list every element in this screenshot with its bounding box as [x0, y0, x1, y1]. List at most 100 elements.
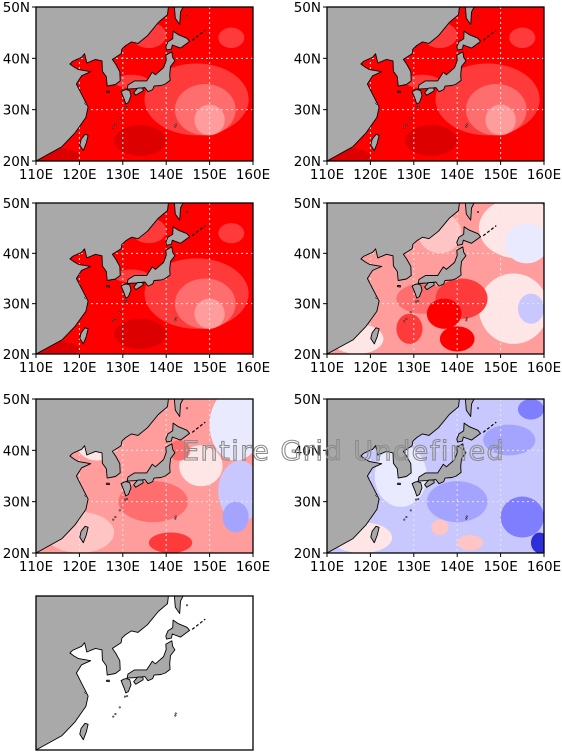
small-island	[414, 300, 418, 303]
shikoku	[133, 479, 144, 488]
small-island	[84, 494, 87, 497]
map-panel-1: 110E 120E 130E 140E 150E 160E 20N 30N 40N 50N	[3, 0, 270, 183]
contour-patch	[431, 519, 449, 536]
y-tick-label: 20N	[294, 347, 321, 363]
x-tick-label: 130E	[397, 360, 431, 376]
small-island	[118, 117, 121, 120]
kuril-islands	[482, 421, 497, 433]
taiwan	[79, 525, 89, 544]
contour-patch	[517, 293, 544, 324]
y-tick-label: 50N	[294, 392, 321, 408]
contour-patch	[148, 532, 193, 553]
contour-patch	[179, 445, 223, 487]
x-tick-label: 110E	[310, 559, 344, 575]
small-island	[123, 106, 127, 109]
panel-frame	[35, 6, 254, 162]
sakhalin	[464, 203, 475, 221]
x-tick-label: 120E	[62, 167, 96, 183]
small-island	[465, 123, 468, 126]
y-tick-label: 50N	[294, 196, 321, 212]
taiwan	[79, 327, 89, 345]
jeju	[105, 679, 110, 683]
honshu	[126, 443, 176, 485]
kyushu	[411, 481, 423, 497]
x-tick-label: 130E	[106, 360, 140, 376]
contour-patch	[426, 298, 462, 329]
small-island	[405, 317, 408, 320]
sakhalin	[173, 399, 184, 417]
contour-patch	[509, 27, 536, 49]
panel-frame	[326, 202, 545, 355]
map-panel-7	[35, 595, 254, 751]
contour-patch	[222, 501, 249, 533]
small-island	[174, 714, 177, 717]
small-island	[417, 498, 420, 501]
contour-patch	[194, 104, 225, 136]
y-tick-label: 30N	[3, 103, 30, 119]
small-island	[118, 509, 121, 512]
y-tick-label: 30N	[3, 297, 30, 313]
honshu	[417, 443, 467, 485]
small-island	[84, 691, 87, 694]
small-island	[417, 106, 420, 109]
mainland-asia	[327, 203, 460, 354]
panel-frame	[326, 398, 545, 554]
y-tick-label: 40N	[3, 246, 30, 262]
hokkaido	[456, 422, 482, 443]
small-island	[118, 706, 121, 709]
honshu	[417, 51, 467, 93]
contour-patch	[500, 496, 544, 538]
small-island	[465, 515, 468, 518]
y-tick-label: 50N	[3, 392, 30, 408]
small-island	[375, 494, 378, 497]
contour-patch	[114, 318, 167, 349]
x-tick-label: 150E	[192, 360, 226, 376]
x-tick-label: 110E	[310, 360, 344, 376]
y-tick-label: 40N	[294, 246, 321, 262]
x-tick-label: 110E	[310, 167, 344, 183]
x-tick-label: 120E	[62, 360, 96, 376]
kuril-islands	[191, 29, 206, 41]
x-tick-label: 140E	[149, 167, 183, 183]
small-island	[403, 126, 406, 129]
x-tick-label: 160E	[236, 360, 270, 376]
x-tick-label: 110E	[19, 167, 53, 183]
y-tick-label: 50N	[294, 0, 321, 16]
y-tick-label: 40N	[294, 443, 321, 459]
y-tick-label: 50N	[3, 196, 30, 212]
x-tick-label: 150E	[192, 559, 226, 575]
jeju	[396, 285, 401, 288]
y-tick-label: 20N	[294, 154, 321, 170]
small-island	[476, 15, 480, 18]
jeju	[396, 90, 401, 94]
x-tick-label: 130E	[397, 167, 431, 183]
x-tick-label: 130E	[397, 559, 431, 575]
x-tick-label: 110E	[19, 559, 53, 575]
contour-patch	[517, 399, 544, 420]
x-tick-label: 130E	[106, 559, 140, 575]
contour-patch	[396, 313, 423, 344]
x-tick-label: 110E	[19, 360, 53, 376]
x-tick-label: 140E	[440, 360, 474, 376]
small-island	[84, 102, 87, 105]
small-island	[112, 715, 115, 718]
hokkaido	[165, 30, 191, 51]
small-island	[403, 320, 406, 323]
shikoku	[424, 87, 435, 96]
shikoku	[424, 479, 435, 488]
small-island	[114, 516, 117, 519]
x-tick-label: 120E	[353, 360, 387, 376]
y-tick-label: 30N	[294, 103, 321, 119]
small-island	[123, 300, 127, 303]
sakhalin	[173, 596, 184, 614]
honshu	[126, 640, 176, 682]
small-island	[126, 695, 129, 698]
hokkaido	[456, 226, 482, 246]
y-tick-label: 30N	[3, 495, 30, 511]
jeju	[105, 285, 110, 288]
kuril-islands	[482, 225, 497, 237]
small-island	[403, 518, 406, 521]
mainland-asia	[36, 7, 169, 161]
small-island	[114, 317, 117, 320]
